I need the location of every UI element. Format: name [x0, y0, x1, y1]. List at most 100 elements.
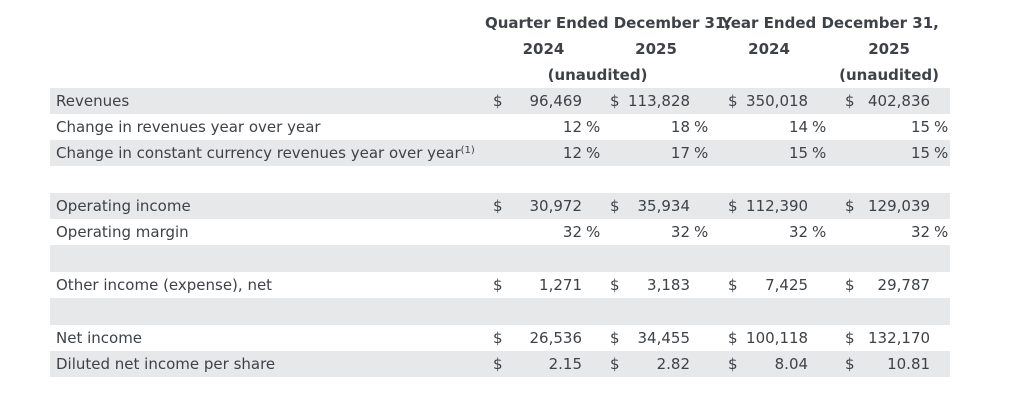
currency-sign: $ [828, 193, 866, 219]
currency-sign: $ [485, 88, 509, 114]
suffix-cell [930, 272, 950, 298]
suffix-cell [808, 351, 829, 377]
value-cell: 12 [509, 140, 582, 166]
table-row-constant-currency-change: Change in constant currency revenues yea… [50, 140, 951, 166]
row-label: Change in revenues year over year [50, 114, 485, 140]
value-cell: 132,170 [868, 329, 931, 347]
currency-sign: $ [828, 351, 866, 377]
header-spacer-cell [50, 10, 485, 36]
suffix-cell [582, 193, 602, 219]
value-cell: 113,828 [628, 88, 690, 114]
row-label: Change in constant currency revenues yea… [50, 140, 485, 166]
value-cell: 30,972 [509, 193, 582, 219]
footnote-marker: (1) [460, 145, 475, 156]
row-label-text: Operating income [56, 197, 191, 215]
table-body: Revenues $ 96,469 $ 113,828 $ 350,018 $ … [50, 88, 951, 377]
currency-sign: $ [602, 351, 628, 377]
suffix-cell: % [582, 140, 602, 166]
suffix-cell: % [808, 140, 829, 166]
header-quarter-unaudited: (unaudited) [547, 66, 648, 84]
currency-sign [602, 114, 628, 140]
header-quarter-2025: 2025 [635, 40, 677, 58]
spacer-cell [50, 166, 950, 193]
row-label-text: Revenues [56, 92, 130, 110]
suffix-cell: % [586, 118, 601, 136]
currency-sign: $ [728, 276, 738, 294]
currency-sign [710, 114, 746, 140]
currency-sign: $ [610, 276, 620, 294]
value-cell: 350,018 [746, 88, 808, 114]
value-cell: 129,039 [865, 193, 931, 219]
suffix-cell [690, 325, 710, 351]
value-cell: 112,390 [746, 193, 808, 219]
value-cell: 35,934 [628, 193, 690, 219]
suffix-cell: % [930, 140, 951, 166]
currency-sign: $ [710, 193, 747, 219]
currency-sign: $ [828, 88, 866, 114]
suffix-cell [690, 193, 711, 219]
suffix-cell: % [934, 118, 949, 136]
table-row-net-income: Net income $ 26,536 $ 34,455 $ 100,118 $… [50, 325, 950, 351]
table-row-diluted-eps: Diluted net income per share $ 2.15 $ 2.… [50, 351, 951, 377]
suffix-cell [930, 351, 951, 377]
suffix-cell [930, 193, 951, 219]
suffix-cell [690, 88, 711, 114]
value-cell: 26,536 [529, 329, 583, 347]
currency-sign: $ [485, 193, 509, 219]
row-label: Revenues [50, 88, 485, 114]
currency-sign [602, 219, 628, 245]
table-row-other-income: Other income (expense), net $ 1,271 $ 3,… [50, 272, 950, 298]
header-spacer-cell [50, 36, 485, 62]
suffix-cell [930, 325, 950, 351]
header-quarter-group-title: Quarter Ended December 31, [485, 14, 732, 32]
currency-sign: $ [493, 276, 503, 294]
table-row-revenues: Revenues $ 96,469 $ 113,828 $ 350,018 $ … [50, 88, 951, 114]
currency-sign [710, 219, 746, 245]
currency-sign [828, 140, 866, 166]
spacer-cell [50, 298, 951, 325]
suffix-cell [930, 88, 951, 114]
suffix-cell: % [694, 223, 709, 241]
suffix-cell: % [694, 118, 709, 136]
value-cell: 10.81 [865, 351, 931, 377]
value-cell: 15 [746, 140, 809, 166]
suffix-cell [582, 272, 602, 298]
currency-sign [485, 114, 509, 140]
currency-sign: $ [610, 329, 620, 347]
value-cell: 14 [788, 118, 809, 136]
value-cell: 17 [628, 140, 690, 166]
value-cell: 1,271 [539, 276, 582, 294]
value-cell: 3,183 [647, 276, 690, 294]
table-row-operating-income: Operating income $ 30,972 $ 35,934 $ 112… [50, 193, 951, 219]
spacer-row [50, 245, 951, 272]
header-years-row: 2024 2025 2024 2025 [50, 36, 950, 62]
header-year-2025: 2025 [868, 40, 910, 58]
row-label: Net income [50, 325, 485, 351]
row-label: Operating income [50, 193, 485, 219]
value-cell: 34,455 [637, 329, 691, 347]
value-cell: 15 [910, 118, 931, 136]
financial-summary: Quarter Ended December 31, Year Ended De… [50, 10, 951, 377]
table-header: Quarter Ended December 31, Year Ended De… [50, 10, 950, 88]
suffix-cell: % [812, 118, 827, 136]
currency-sign: $ [602, 88, 628, 114]
header-year-unaudited: (unaudited) [839, 66, 939, 84]
header-period-row: Quarter Ended December 31, Year Ended De… [50, 10, 950, 36]
row-label-text: Change in revenues year over year [56, 118, 321, 136]
currency-sign: $ [710, 351, 747, 377]
currency-sign: $ [485, 351, 509, 377]
value-cell: 32 [910, 223, 931, 241]
currency-sign: $ [845, 329, 855, 347]
header-unaudited-row: (unaudited) (unaudited) [50, 62, 950, 88]
suffix-cell [690, 351, 711, 377]
row-label: Operating margin [50, 219, 485, 245]
row-label-text: Operating margin [56, 223, 189, 241]
suffix-cell: % [812, 223, 827, 241]
spacer-row [50, 298, 951, 325]
suffix-cell: % [934, 223, 949, 241]
suffix-cell: % [690, 140, 711, 166]
value-cell: 18 [670, 118, 690, 136]
value-cell: 2.15 [509, 351, 582, 377]
currency-sign: $ [493, 329, 503, 347]
suffix-cell [808, 88, 829, 114]
